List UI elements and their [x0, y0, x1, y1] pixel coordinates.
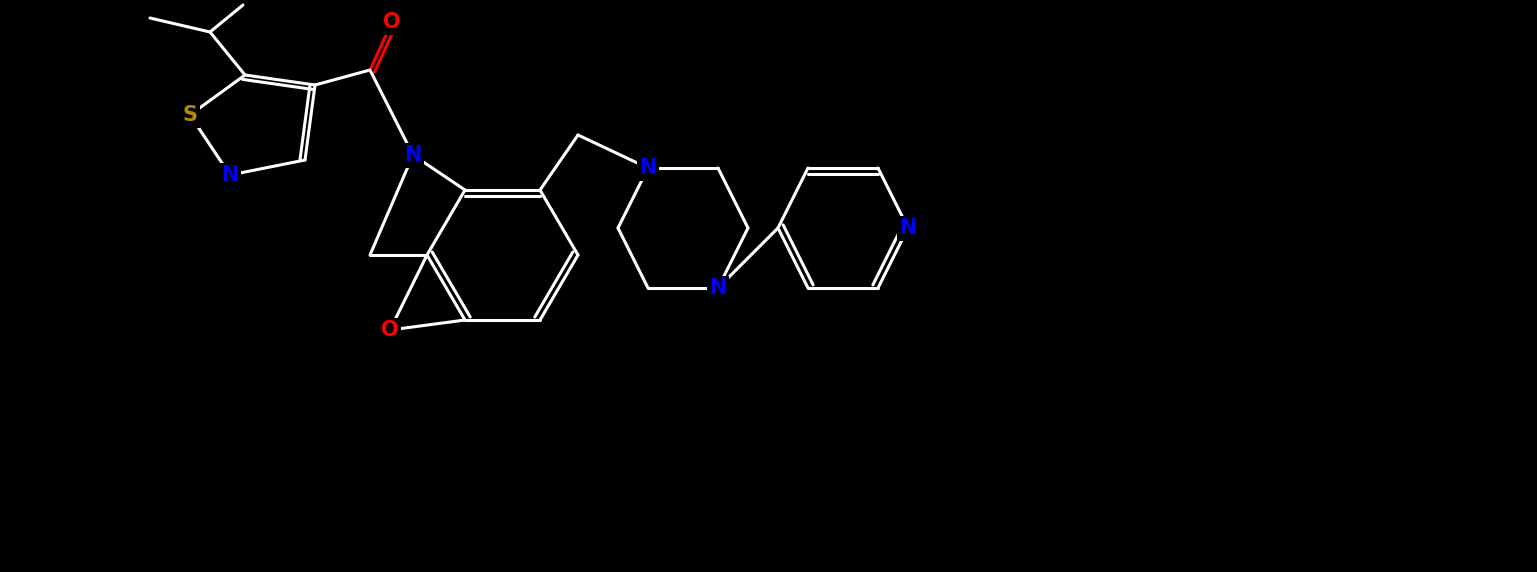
Text: N: N — [221, 165, 238, 185]
Text: O: O — [381, 320, 398, 340]
Text: N: N — [899, 218, 916, 238]
Text: N: N — [709, 278, 727, 298]
Text: N: N — [404, 145, 421, 165]
Text: S: S — [183, 105, 197, 125]
Text: O: O — [383, 12, 401, 32]
Text: N: N — [639, 158, 656, 178]
